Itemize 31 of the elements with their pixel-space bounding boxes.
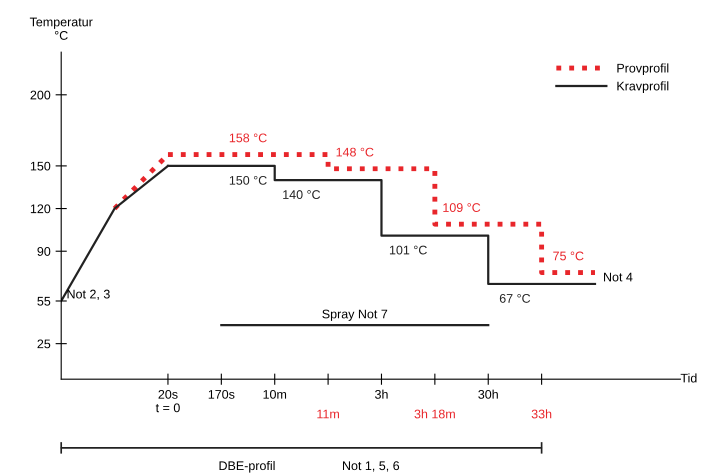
- data-label: 75 °C: [553, 252, 584, 260]
- x-tick-label: 170s: [208, 390, 234, 399]
- y-tick-label: 150: [30, 162, 50, 171]
- y-tick-label: 90: [37, 247, 50, 256]
- y-axis-title: Temperatur °C: [30, 18, 93, 40]
- legend-label: Provprofil: [617, 63, 668, 76]
- x-axis-title: Tid: [680, 373, 696, 383]
- annotation: Not 4: [604, 272, 633, 282]
- text: DBE-profil: [220, 460, 275, 473]
- data-label: 158 °C: [230, 133, 267, 142]
- text: Not 1, 5, 6: [342, 461, 400, 472]
- legend-label: Kravprofil: [617, 81, 668, 93]
- x-tick-label: 10m: [264, 390, 286, 399]
- x-tick-label: 11m: [317, 410, 339, 418]
- data-label: 148 °C: [336, 148, 374, 157]
- y-tick-label: 55: [37, 296, 50, 306]
- x-tick-label: 3h 18m: [414, 409, 455, 418]
- data-label: 67 °C: [500, 294, 530, 303]
- y-tick-label: 120: [30, 204, 50, 214]
- data-label: 101 °C: [390, 246, 427, 254]
- y-tick-label: 25: [38, 339, 50, 348]
- annotation: Not 2, 3: [68, 290, 110, 300]
- annotation: Spray Not 7: [322, 310, 388, 321]
- x-tick-label: 3h: [375, 390, 388, 399]
- data-label: 140 °C: [283, 190, 320, 200]
- x-tick-label: 20s t = 0: [156, 390, 180, 412]
- data-label: 150 °C: [230, 176, 267, 185]
- y-tick-label: 200: [30, 90, 50, 100]
- x-tick-label: 33h: [532, 409, 552, 418]
- x-tick-label: 30h: [478, 390, 498, 399]
- data-label: 109 °C: [443, 203, 480, 212]
